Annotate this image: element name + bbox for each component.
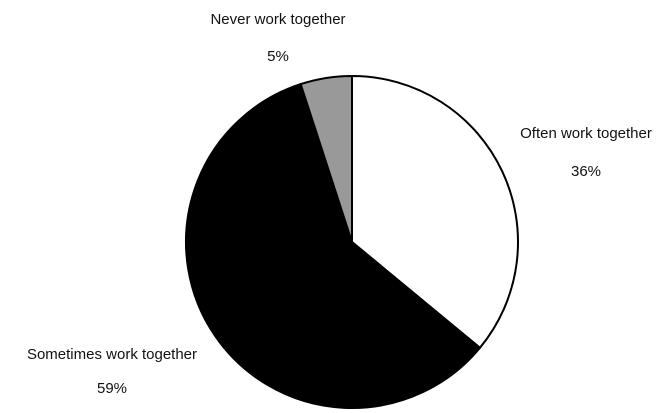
slice-value-sometimes: 59% <box>97 380 127 397</box>
slice-never <box>299 75 353 243</box>
slice-label-often: Often work together <box>520 125 652 142</box>
slice-label-never: Never work together <box>210 11 345 28</box>
slice-label-sometimes: Sometimes work together <box>27 346 197 363</box>
pie-slices <box>185 75 519 409</box>
slice-value-never: 5% <box>267 48 289 65</box>
slice-value-often: 36% <box>571 163 601 180</box>
slice-sometimes <box>185 83 481 409</box>
slice-often <box>351 75 519 349</box>
